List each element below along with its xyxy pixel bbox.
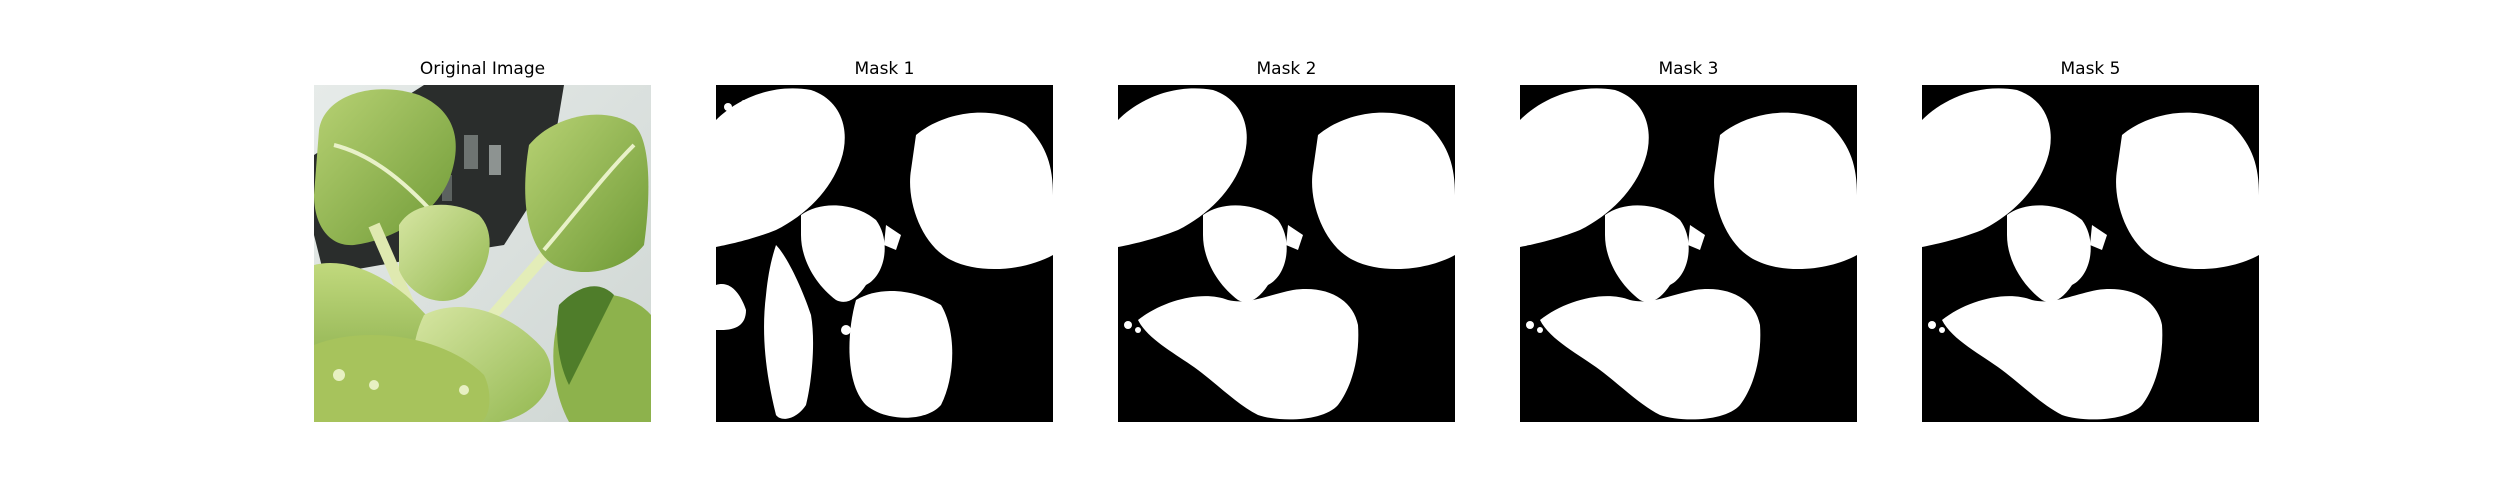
mask-image (1520, 85, 1857, 422)
panel-title: Mask 3 (1658, 59, 1719, 79)
panel-mask-1: Mask 1 (716, 0, 1053, 440)
panel-title: Mask 5 (2060, 59, 2121, 79)
panel-title: Mask 1 (854, 59, 915, 79)
panel-mask-3: Mask 3 (1520, 0, 1857, 440)
original-photo (314, 85, 651, 422)
panel-mask-2: Mask 2 (1118, 0, 1455, 440)
panel-title: Original Image (419, 59, 546, 79)
panel-mask-5: Mask 5 (1922, 0, 2259, 440)
panel-title: Mask 2 (1256, 59, 1317, 79)
mask-image (1922, 85, 2259, 422)
mask-image (716, 85, 1053, 422)
mask-image (1118, 85, 1455, 422)
panel-original-image: Original Image (314, 0, 651, 440)
